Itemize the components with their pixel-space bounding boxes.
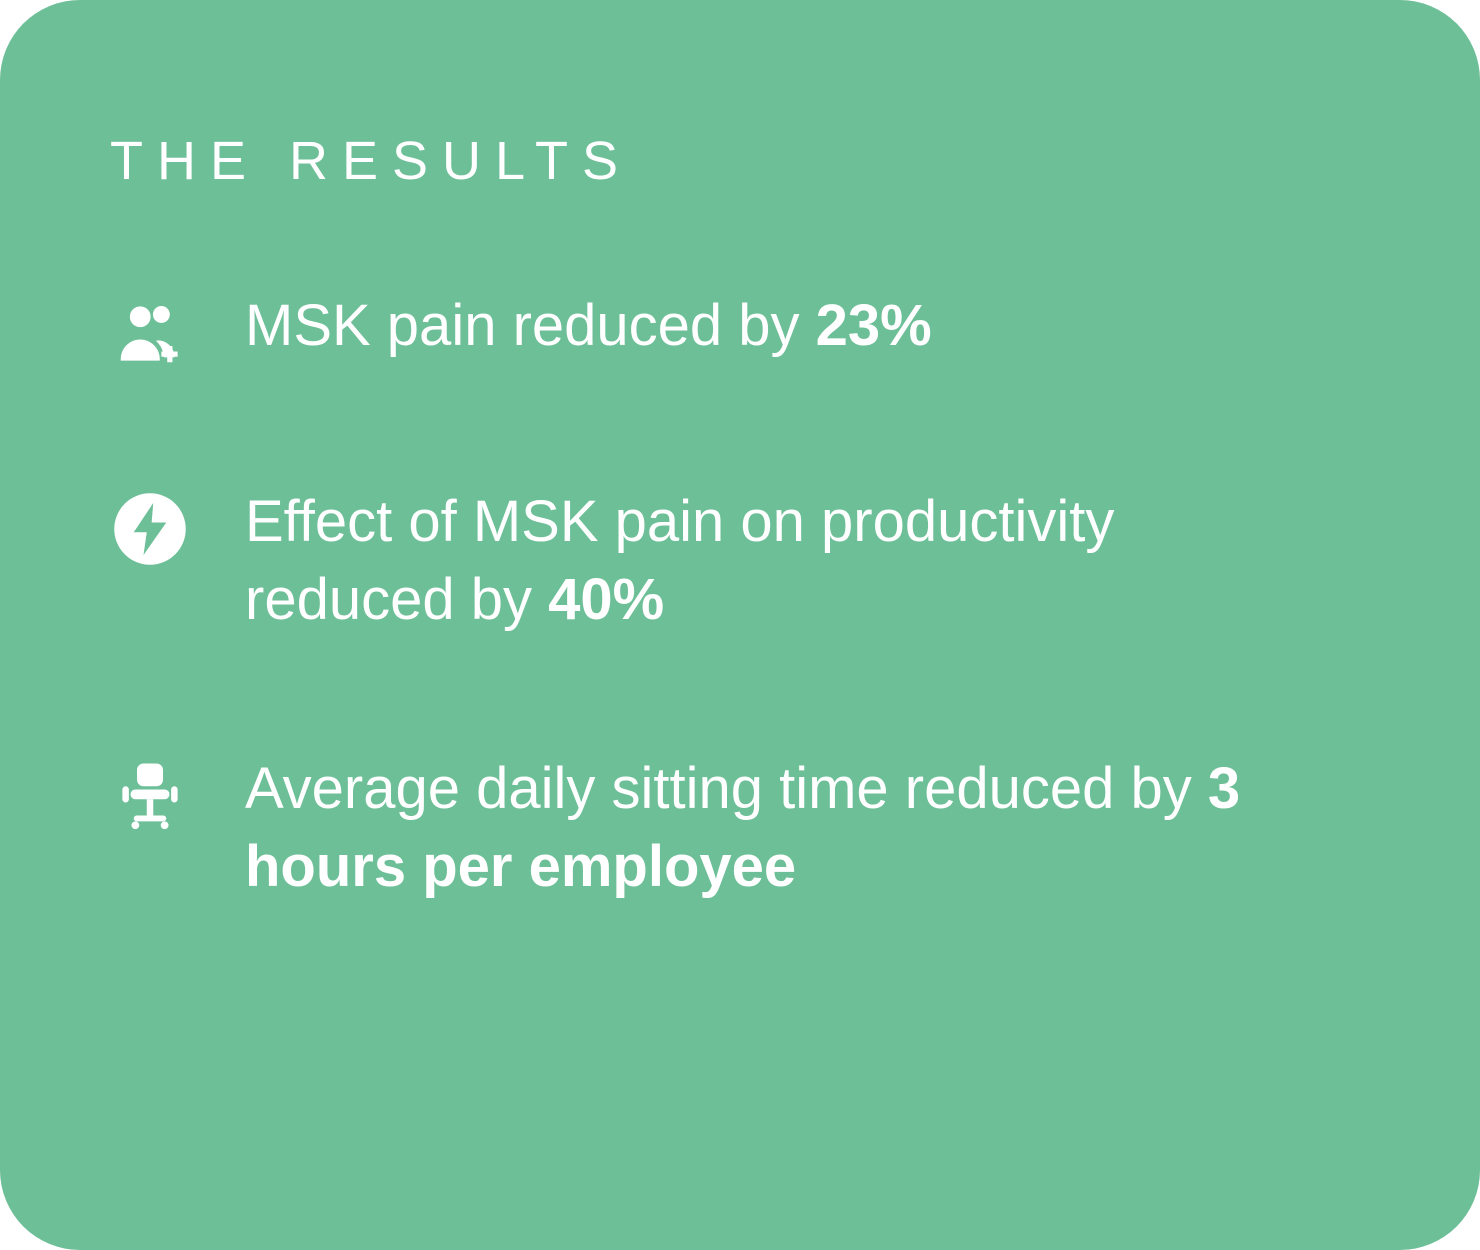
people-plus-icon <box>110 293 190 373</box>
result-text-bold: 23% <box>816 293 932 358</box>
card-title: THE RESULTS <box>110 130 1370 192</box>
result-text-pre: Effect of MSK pain on productivity reduc… <box>245 489 1114 632</box>
result-text-pre: Average daily sitting time reduced by <box>245 756 1208 821</box>
result-text-bold: 40% <box>548 567 664 632</box>
chair-icon <box>110 756 190 836</box>
result-text: MSK pain reduced by 23% <box>245 287 932 365</box>
lightning-circle-icon <box>110 489 190 569</box>
result-item: Effect of MSK pain on productivity reduc… <box>110 483 1370 640</box>
result-text-pre: MSK pain reduced by <box>245 293 816 358</box>
result-text: Average daily sitting time reduced by 3 … <box>245 750 1295 907</box>
result-text: Effect of MSK pain on productivity reduc… <box>245 483 1295 640</box>
result-item: Average daily sitting time reduced by 3 … <box>110 750 1370 907</box>
result-item: MSK pain reduced by 23% <box>110 287 1370 373</box>
results-list: MSK pain reduced by 23% Effect of MSK pa… <box>110 287 1370 906</box>
results-card: THE RESULTS MSK pain reduced by 23% <box>0 0 1480 1250</box>
